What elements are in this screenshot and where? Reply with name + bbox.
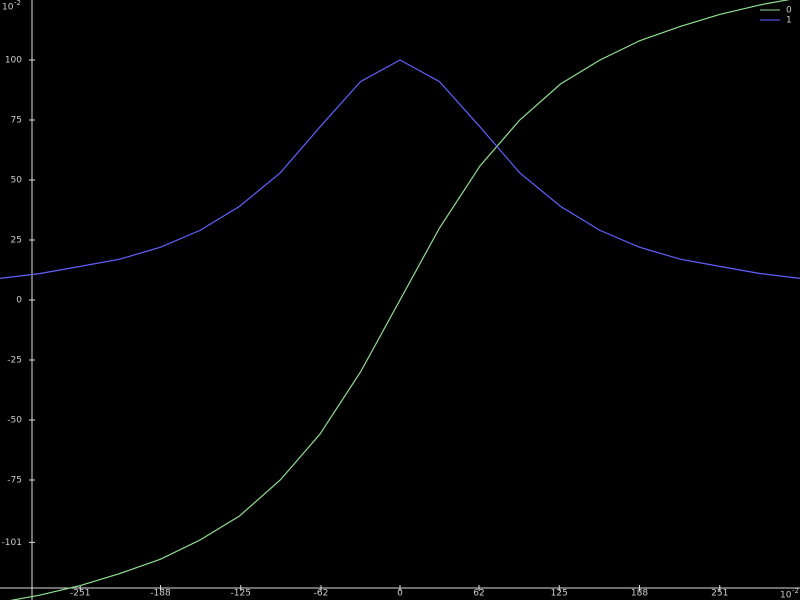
y-tick-label: 50: [11, 176, 23, 186]
x-scale-exponent: -2: [792, 587, 799, 595]
x-tick-label: -188: [150, 589, 171, 599]
x-tick-label: 0: [397, 589, 403, 599]
y-tick-label: 25: [11, 236, 22, 246]
x-tick-label: 251: [711, 589, 728, 599]
x-tick-label: 125: [551, 589, 568, 599]
x-scale-base: 10: [780, 591, 792, 600]
y-tick-label: -101: [2, 538, 22, 548]
x-tick-label: -125: [231, 589, 251, 599]
y-tick-label: 100: [5, 56, 22, 66]
line-series: [0, 59, 800, 279]
y-tick-label: -25: [7, 356, 22, 366]
legend-label: 1: [786, 16, 792, 26]
y-tick-label: 0: [16, 296, 22, 306]
x-tick-label: 62: [473, 589, 484, 599]
y-tick-label: -50: [7, 416, 22, 426]
y-tick-label: 75: [11, 116, 22, 126]
x-tick-label: -62: [314, 589, 329, 599]
y-scale-base: 10: [2, 3, 14, 13]
x-tick-label: 188: [631, 589, 648, 599]
y-scale-exponent: -2: [14, 0, 21, 7]
y-tick-label: -75: [7, 476, 22, 486]
x-tick-label: -251: [70, 589, 90, 599]
legend-label: 0: [786, 6, 792, 16]
